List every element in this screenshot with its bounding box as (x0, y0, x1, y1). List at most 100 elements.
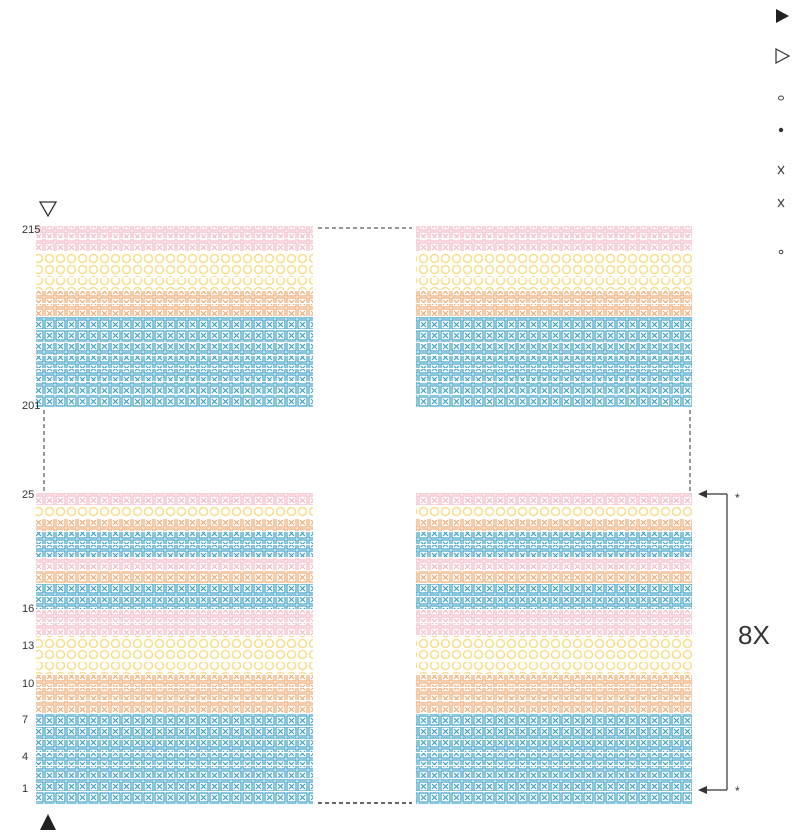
stitch-row-bottom-14-right (416, 675, 692, 687)
arrow-top-icon (698, 490, 707, 498)
stitch-row-bottom-21-left (36, 766, 313, 778)
open-triangle-right-icon (775, 47, 791, 65)
stitch-row-bottom-10-right (416, 623, 692, 635)
row-label-201: 201 (22, 400, 40, 412)
stitch-row-top-8-right (416, 330, 692, 342)
stitch-row-bottom-22-right (416, 779, 692, 791)
stitch-row-top-2-right (416, 252, 692, 264)
stitch-row-top-13-left (36, 395, 313, 407)
stitch-row-bottom-1-right (416, 506, 692, 518)
stitch-row-top-8-left (36, 330, 313, 342)
stitch-row-bottom-2-right (416, 519, 692, 531)
x-stitch-icon (777, 198, 785, 208)
stitch-row-bottom-7-left (36, 584, 313, 596)
row-label-25: 25 (22, 489, 34, 501)
stitch-row-bottom-19-right (416, 740, 692, 752)
stitch-row-bottom-20-right (416, 753, 692, 765)
stitch-row-top-4-right (416, 278, 692, 290)
stitch-row-bottom-8-right (416, 597, 692, 609)
stitch-row-top-7-left (36, 317, 313, 329)
stitch-row-top-1-left (36, 239, 313, 251)
row-label-13: 13 (22, 640, 34, 652)
stitch-row-bottom-15-right (416, 688, 692, 700)
stitch-row-bottom-19-left (36, 740, 313, 752)
row-label-7: 7 (22, 714, 28, 726)
stitch-row-top-11-right (416, 369, 692, 381)
stitch-row-top-4-left (36, 278, 313, 290)
arrow-bottom-icon (698, 786, 707, 794)
stitch-row-top-2-left (36, 252, 313, 264)
stitch-row-bottom-1-left (36, 506, 313, 518)
stitch-row-bottom-11-right (416, 636, 692, 648)
stitch-row-bottom-6-right (416, 571, 692, 583)
stitch-row-bottom-14-left (36, 675, 313, 687)
stitch-row-bottom-5-left (36, 558, 313, 570)
stitch-row-top-9-right (416, 343, 692, 355)
row-label-4: 4 (22, 751, 28, 763)
stitch-grid (36, 226, 692, 804)
stitch-row-top-12-right (416, 382, 692, 394)
stitch-row-bottom-15-left (36, 688, 313, 700)
row-label-215: 215 (22, 224, 40, 236)
stitch-row-top-3-left (36, 265, 313, 277)
stitch-row-bottom-3-left (36, 532, 313, 544)
stitch-row-bottom-11-left (36, 636, 313, 648)
stitch-row-top-7-right (416, 317, 692, 329)
stitch-row-bottom-5-right (416, 558, 692, 570)
stitch-row-bottom-16-left (36, 701, 313, 713)
stitch-row-bottom-22-left (36, 779, 313, 791)
stitch-row-bottom-9-right (416, 610, 692, 622)
stitch-row-bottom-0-left (36, 493, 313, 505)
stitch-row-bottom-23-left (36, 792, 313, 804)
stitch-row-top-9-left (36, 343, 313, 355)
stitch-row-bottom-21-right (416, 766, 692, 778)
stitch-row-bottom-16-right (416, 701, 692, 713)
stitch-row-bottom-4-right (416, 545, 692, 557)
stitch-row-bottom-13-right (416, 662, 692, 674)
stitch-row-top-11-left (36, 369, 313, 381)
row-label-10: 10 (22, 678, 34, 690)
stitch-row-bottom-17-right (416, 714, 692, 726)
row-labels: 215 201 25 16 13 10 7 4 1 (22, 224, 40, 795)
filled-dot-icon (778, 127, 784, 133)
stitch-row-bottom-7-right (416, 584, 692, 596)
stitch-row-bottom-2-left (36, 519, 313, 531)
open-circle-icon (778, 95, 784, 101)
stitch-key (775, 9, 791, 255)
stitch-row-bottom-20-left (36, 753, 313, 765)
end-marker-icon (38, 201, 58, 218)
stitch-row-bottom-10-left (36, 623, 313, 635)
stitch-row-top-6-right (416, 304, 692, 316)
stitch-row-bottom-18-right (416, 727, 692, 739)
stitch-row-bottom-6-left (36, 571, 313, 583)
filled-triangle-right-icon (776, 9, 789, 23)
stitch-row-bottom-17-left (36, 714, 313, 726)
chart-outline (43, 227, 691, 804)
stitch-row-bottom-12-left (36, 649, 313, 661)
repeat-marker-top: * (735, 491, 740, 505)
stitch-row-top-13-right (416, 395, 692, 407)
stitch-row-top-12-left (36, 382, 313, 394)
repeat-bracket: * * 8X (698, 490, 770, 798)
repeat-label: 8X (738, 620, 770, 650)
stitch-row-bottom-8-left (36, 597, 313, 609)
stitch-row-bottom-12-right (416, 649, 692, 661)
stitch-row-bottom-4-left (36, 545, 313, 557)
stitch-row-top-10-right (416, 356, 692, 368)
stitch-row-top-6-left (36, 304, 313, 316)
start-marker-icon (40, 814, 56, 830)
row-label-16: 16 (22, 603, 34, 615)
stitch-row-bottom-0-right (416, 493, 692, 505)
small-circle-icon (778, 249, 784, 255)
stitch-row-bottom-13-left (36, 662, 313, 674)
stitch-row-top-1-right (416, 239, 692, 251)
stitch-row-bottom-23-right (416, 792, 692, 804)
stitch-row-top-0-left (36, 226, 313, 238)
stitch-row-top-5-right (416, 291, 692, 303)
stitch-row-bottom-3-right (416, 532, 692, 544)
repeat-marker-bottom: * (735, 784, 740, 798)
stitch-row-top-5-left (36, 291, 313, 303)
x-stitch-icon (777, 165, 785, 175)
row-label-1: 1 (22, 783, 28, 795)
stitch-row-bottom-18-left (36, 727, 313, 739)
